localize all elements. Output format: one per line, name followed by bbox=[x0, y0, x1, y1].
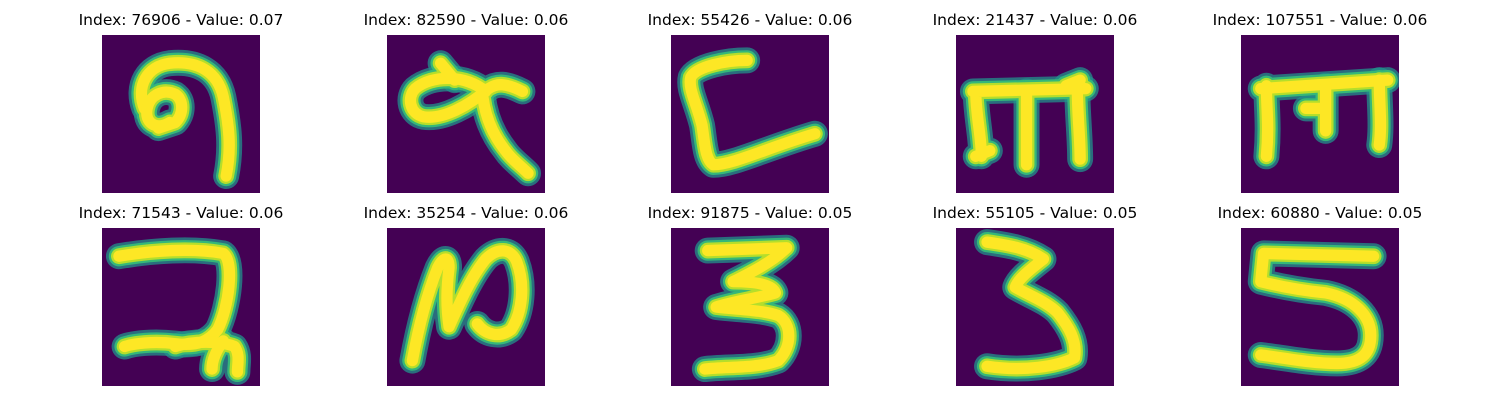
glyph-stroke bbox=[406, 245, 528, 367]
digit-image bbox=[1241, 228, 1399, 386]
image-title: Index: 35254 - Value: 0.06 bbox=[363, 204, 569, 222]
digit-image bbox=[387, 35, 545, 193]
image-title: Index: 91875 - Value: 0.05 bbox=[647, 204, 853, 222]
glyph-stroke bbox=[1255, 247, 1380, 370]
digit-glyph bbox=[959, 67, 1099, 178]
glyph-stroke bbox=[1300, 74, 1387, 151]
glyph-stroke bbox=[684, 54, 821, 171]
digit-image bbox=[671, 228, 829, 386]
digit-image bbox=[956, 35, 1114, 193]
image-title: Index: 21437 - Value: 0.06 bbox=[932, 11, 1138, 29]
glyph-stroke bbox=[169, 335, 244, 378]
glyph-stroke bbox=[1020, 74, 1086, 171]
digit-glyph bbox=[974, 229, 1088, 382]
digit-image bbox=[671, 35, 829, 193]
image-title: Index: 60880 - Value: 0.05 bbox=[1217, 204, 1423, 222]
digit-glyph bbox=[399, 237, 535, 374]
glyph-stroke bbox=[699, 242, 795, 375]
image-title: Index: 55105 - Value: 0.05 bbox=[932, 204, 1138, 222]
digit-glyph bbox=[105, 237, 252, 385]
digit-glyph bbox=[1247, 67, 1399, 170]
digit-glyph bbox=[1247, 240, 1387, 377]
glyph-stroke bbox=[135, 57, 235, 182]
digit-glyph bbox=[397, 50, 542, 187]
digit-image bbox=[102, 228, 260, 386]
image-title: Index: 55426 - Value: 0.06 bbox=[647, 11, 853, 29]
digit-glyph bbox=[128, 49, 243, 190]
image-title: Index: 107551 - Value: 0.06 bbox=[1212, 11, 1428, 29]
digit-glyph bbox=[691, 234, 802, 383]
digit-image bbox=[387, 228, 545, 386]
digit-image bbox=[956, 228, 1114, 386]
digit-image bbox=[102, 35, 260, 193]
glyph-stroke bbox=[113, 244, 236, 353]
digit-image bbox=[1241, 35, 1399, 193]
image-title: Index: 82590 - Value: 0.06 bbox=[363, 11, 569, 29]
glyph-stroke bbox=[404, 72, 529, 123]
glyph-stroke bbox=[981, 236, 1081, 375]
image-title: Index: 71543 - Value: 0.06 bbox=[78, 204, 284, 222]
image-title: Index: 76906 - Value: 0.07 bbox=[78, 11, 284, 29]
glyph-stroke bbox=[434, 57, 534, 179]
digit-glyph bbox=[677, 47, 828, 178]
glyph-stroke bbox=[141, 86, 188, 134]
